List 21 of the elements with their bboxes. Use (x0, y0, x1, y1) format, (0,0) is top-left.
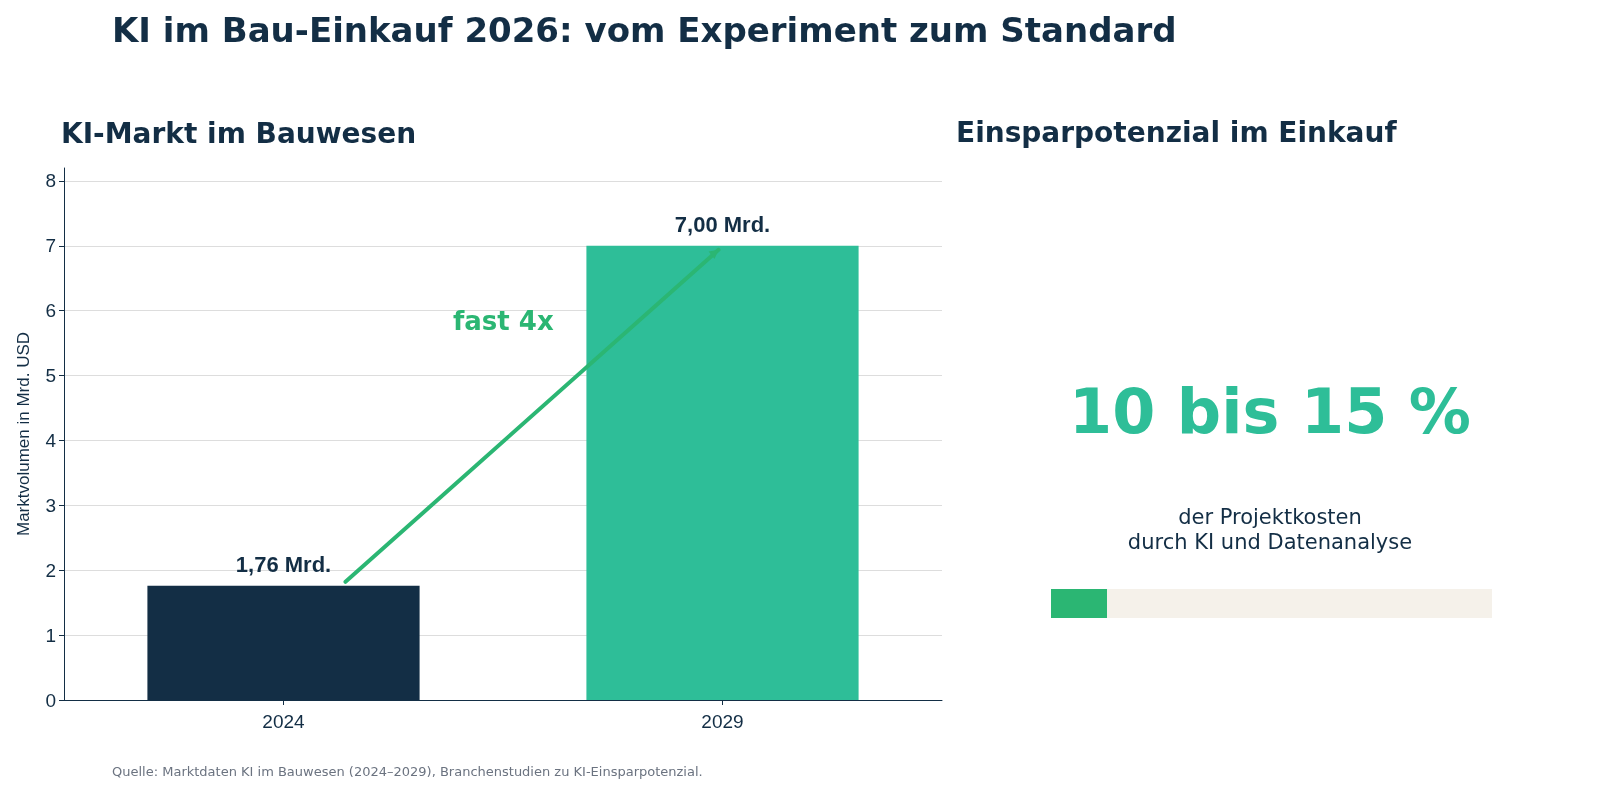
annotation: fast 4x (453, 305, 554, 336)
x-tick-label: 2029 (701, 711, 744, 732)
y-tick-label: 8 (45, 170, 56, 192)
data-label: 1,76 Mrd. (235, 552, 332, 578)
chart-title: KI im Bau-Einkauf 2026: vom Experiment zum Standard (112, 10, 1177, 50)
y-tick-label: 5 (45, 365, 56, 387)
y-tick-label: 4 (45, 429, 57, 451)
y-tick-label: 1 (45, 624, 56, 646)
x-tick-label: 2024 (262, 711, 306, 732)
y-axis-title: Marktvolumen in Mrd. USD (14, 331, 33, 537)
y-tick-label: 7 (45, 235, 56, 257)
text: 10 bis 15 % (1068, 375, 1472, 448)
y-tick-label: 0 (45, 689, 56, 711)
source-note: Quelle: Marktdaten KI im Bauwesen (2024–2029), Branchenstudien zu KI-Einsparpotenzial. (112, 764, 703, 779)
data-label: 7,00 Mrd. (674, 212, 771, 238)
text: der Projektkosten durch KI und Datenanalyse (1126, 505, 1414, 556)
y-tick-label: 6 (45, 300, 56, 322)
y-tick-label: 3 (45, 494, 56, 516)
chart-subtitle: KI-Markt im Bauwesen (61, 116, 417, 150)
text: Einsparpotenzial im Einkauf (956, 116, 1397, 149)
y-tick-label: 2 (45, 559, 56, 581)
